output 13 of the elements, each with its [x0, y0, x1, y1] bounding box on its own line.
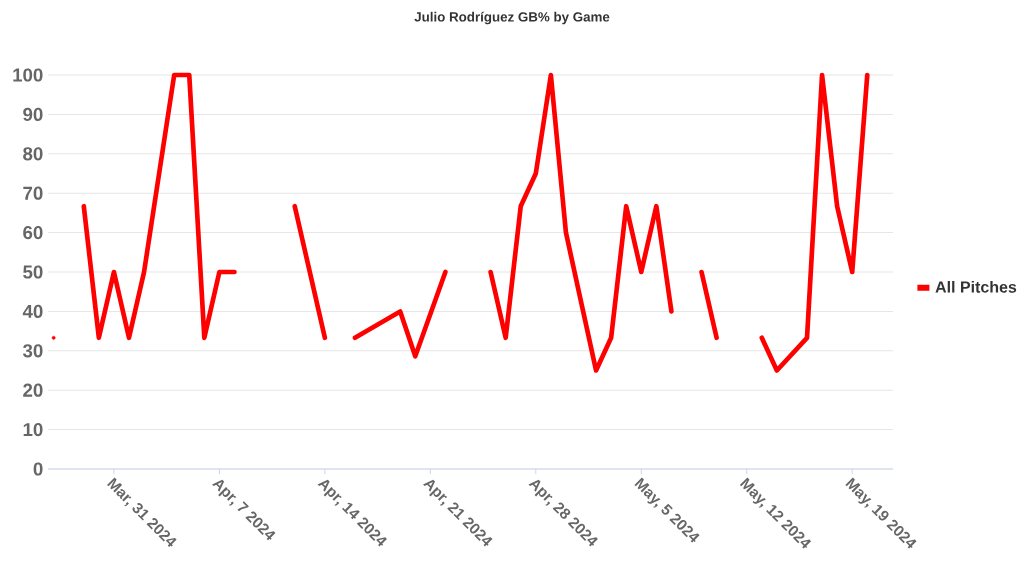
y-tick-label: 10 [23, 422, 43, 437]
chart-title: Julio Rodríguez GB% by Game [414, 11, 610, 25]
y-tick-label: 70 [23, 186, 43, 200]
y-tick-label: 100 [13, 68, 43, 82]
y-tick-label: 0 [33, 462, 43, 476]
y-tick-label: 60 [23, 225, 43, 240]
y-tick-label: 90 [23, 107, 43, 122]
legend-label: All Pitches [935, 280, 1017, 293]
y-tick-label: 20 [23, 383, 43, 397]
y-tick-label: 40 [22, 304, 43, 319]
y-tick-label: 80 [23, 147, 43, 161]
y-tick-label: 50 [23, 265, 43, 279]
y-tick-label: 30 [22, 344, 43, 358]
